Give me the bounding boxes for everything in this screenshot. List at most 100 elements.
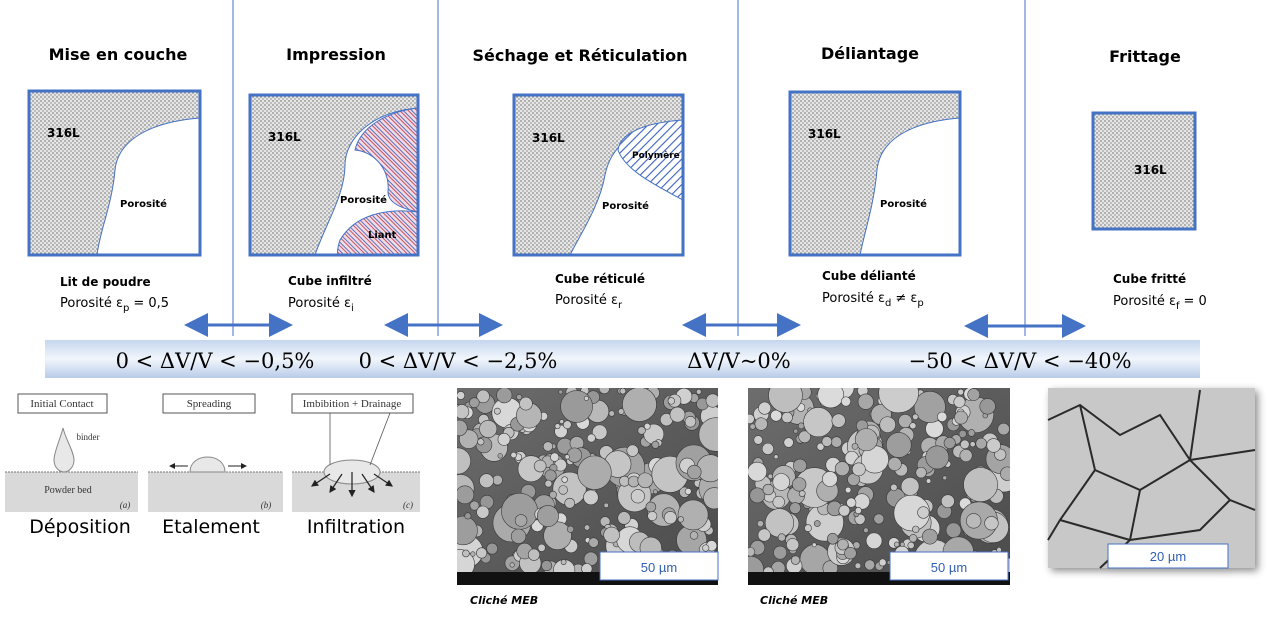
particle — [748, 461, 767, 482]
porosity-text: Porosité ε — [60, 296, 123, 311]
particle — [953, 395, 966, 408]
drop-label: binder — [77, 432, 100, 442]
particle — [878, 388, 919, 414]
volume-change: ΔV/V~0% — [687, 349, 790, 373]
particle — [994, 448, 1007, 461]
shape — [53, 427, 75, 473]
image-caption: Cliché MEB — [760, 594, 828, 607]
particle — [637, 426, 646, 435]
particle — [619, 388, 627, 395]
volume-change: 0 < ΔV/V < −0,5% — [116, 349, 315, 373]
particle — [497, 433, 511, 446]
particle — [457, 404, 470, 420]
porosity-subscript: r — [618, 300, 623, 311]
particle — [772, 473, 791, 491]
particle — [770, 409, 783, 422]
particle — [893, 541, 900, 548]
particle — [560, 390, 593, 423]
particle — [1000, 466, 1010, 481]
pore-label: Porosité — [340, 194, 387, 206]
particle — [470, 551, 476, 557]
particle — [561, 476, 568, 483]
particle — [917, 506, 930, 519]
shape — [96, 117, 201, 256]
material-label: 316L — [808, 127, 841, 141]
shape — [1129, 499, 1231, 541]
material-label: 316L — [532, 131, 565, 145]
shape — [148, 472, 283, 512]
cube-sintered — [1091, 111, 1197, 231]
particle — [792, 477, 807, 492]
particle — [789, 502, 802, 514]
material-label: 316L — [1134, 163, 1167, 177]
porosity-text: Porosité ε — [555, 293, 618, 308]
particle — [696, 454, 718, 483]
particle — [586, 433, 596, 443]
step-caption: Déposition — [29, 516, 131, 538]
particle — [816, 442, 825, 451]
particle — [510, 528, 527, 544]
particle — [457, 515, 478, 546]
shape — [1047, 389, 1256, 569]
particle — [837, 538, 849, 551]
particle — [651, 440, 660, 449]
particle — [937, 411, 948, 422]
particle — [469, 500, 480, 511]
particle — [598, 388, 610, 395]
particle — [822, 471, 838, 487]
shape — [5, 472, 138, 512]
stage-title: Déliantage — [821, 44, 919, 63]
particle — [496, 388, 513, 404]
sintered-micrograph — [1047, 388, 1256, 569]
particle — [457, 485, 475, 505]
porosity-text: Porosité ε — [288, 296, 351, 311]
porosity-subscript: i — [351, 303, 354, 314]
stage-title: Mise en couche — [49, 45, 188, 64]
particle — [925, 445, 950, 470]
particle — [831, 413, 846, 428]
particle — [492, 474, 503, 486]
step-caption: Etalement — [162, 516, 260, 538]
particle — [627, 475, 640, 488]
scale-box — [599, 551, 719, 581]
particle — [457, 447, 471, 475]
shape — [354, 107, 419, 213]
material-label: 316L — [268, 130, 301, 144]
stage-caption: Lit de poudre — [60, 275, 151, 289]
particle — [558, 389, 563, 395]
particle — [984, 516, 999, 531]
porosity-subscript: d — [885, 298, 891, 309]
pore-label: Porosité — [120, 198, 167, 210]
particle — [677, 499, 709, 531]
particle — [813, 520, 821, 527]
particle — [462, 549, 470, 558]
material-label: 316L — [47, 126, 80, 140]
stage-title: Impression — [286, 45, 386, 64]
particle — [777, 533, 786, 542]
particle — [900, 477, 920, 496]
step-tag: (a) — [120, 500, 131, 510]
particle — [584, 524, 591, 531]
particle — [653, 489, 658, 495]
porosity: Porosité εp = 0,5 — [60, 296, 169, 314]
particle — [645, 501, 657, 513]
particle — [857, 393, 874, 410]
particle — [963, 467, 998, 502]
particle — [537, 505, 559, 528]
particle — [864, 559, 876, 571]
shape — [1047, 403, 1256, 462]
particle — [550, 452, 560, 462]
porosity-text: Porosité ε — [1113, 294, 1176, 309]
particle — [958, 429, 967, 438]
particle — [909, 422, 917, 430]
shape — [788, 90, 962, 257]
particle — [912, 525, 920, 533]
cube-cured — [512, 93, 685, 257]
particle — [817, 388, 844, 409]
particle — [667, 397, 675, 405]
shape — [361, 473, 375, 493]
particle — [790, 555, 801, 565]
particle — [756, 520, 764, 528]
particle — [768, 388, 803, 413]
shape — [1107, 543, 1229, 569]
